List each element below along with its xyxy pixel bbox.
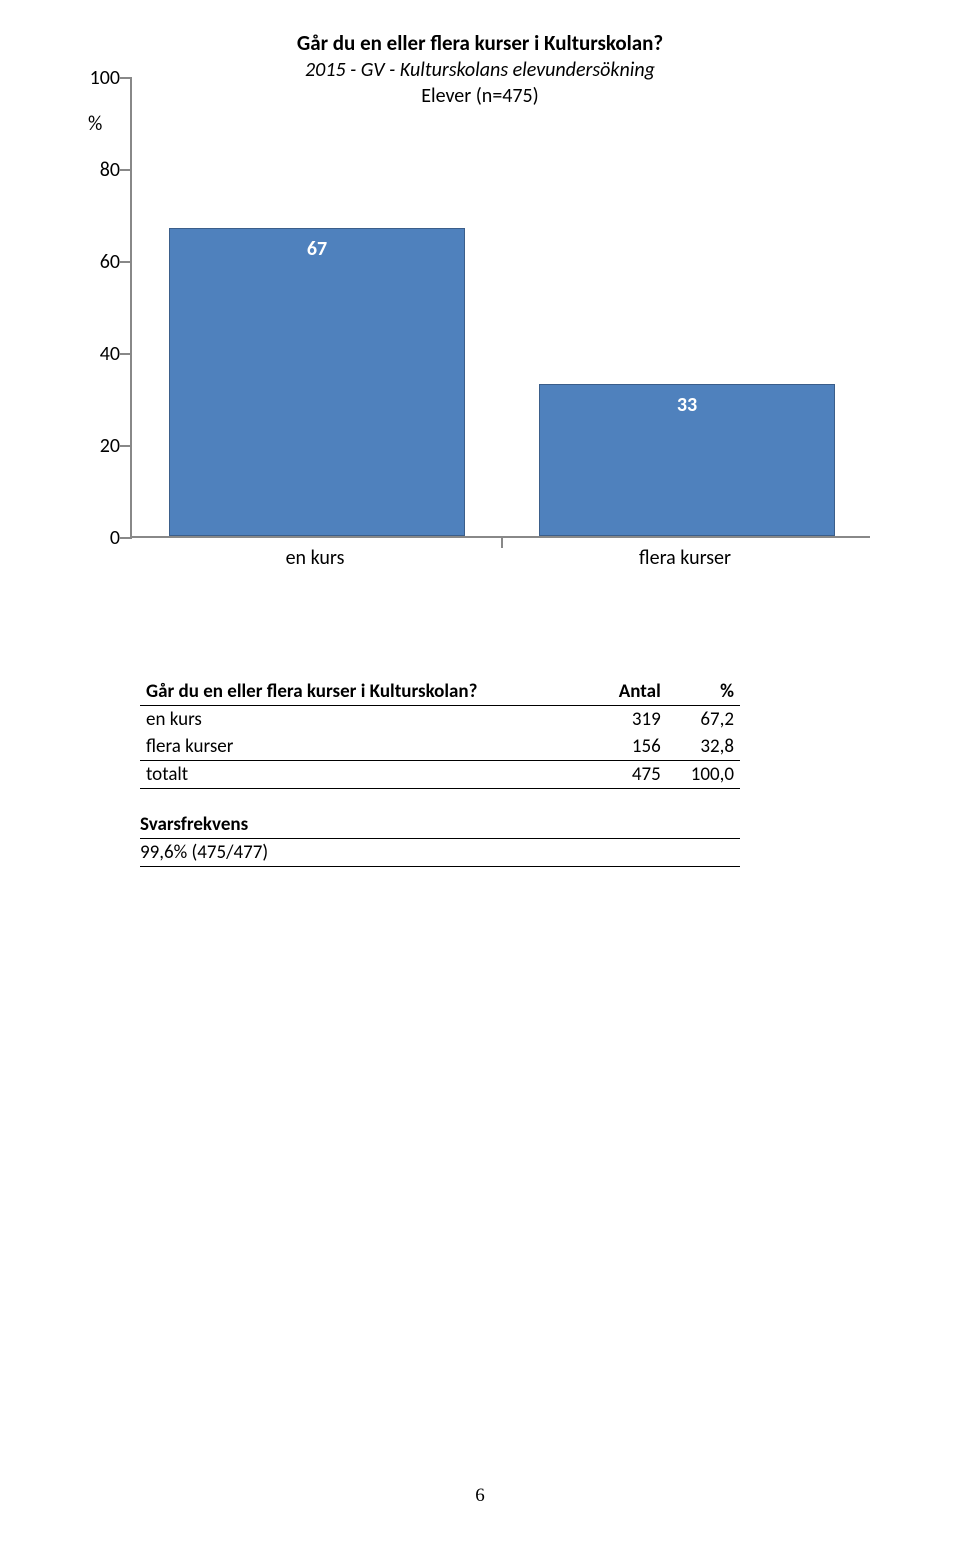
data-table-section: Går du en eller flera kurser i Kultursko…	[140, 678, 740, 867]
chart-container: % 6733 020406080100 en kursflera kurser	[80, 78, 880, 538]
y-tick	[120, 353, 132, 355]
total-antal: 475	[595, 761, 667, 789]
row-label: flera kurser	[140, 733, 595, 761]
bar: 33	[539, 384, 835, 536]
y-tick-label: 80	[82, 158, 120, 182]
y-tick-label: 40	[82, 342, 120, 366]
page-content: Går du en eller flera kurser i Kultursko…	[0, 0, 960, 867]
bar-value-label: 33	[540, 393, 834, 417]
plot-area: 6733 020406080100	[130, 78, 870, 538]
bar-value-label: 67	[170, 237, 464, 261]
y-tick	[120, 445, 132, 447]
data-table: Går du en eller flera kurser i Kultursko…	[140, 678, 740, 789]
row-antal: 319	[595, 706, 667, 734]
y-tick	[120, 261, 132, 263]
table-header-question: Går du en eller flera kurser i Kultursko…	[140, 678, 595, 706]
total-percent: 100,0	[667, 761, 740, 789]
response-rate-label: Svarsfrekvens	[140, 813, 740, 839]
response-rate-section: Svarsfrekvens 99,6% (475/477)	[140, 813, 740, 867]
table-body: en kurs31967,2flera kurser15632,8totalt4…	[140, 706, 740, 789]
y-tick	[120, 169, 132, 171]
x-tick	[501, 536, 503, 548]
y-tick	[120, 537, 132, 539]
x-category-label: flera kurser	[639, 546, 731, 570]
y-tick	[120, 77, 132, 79]
row-percent: 32,8	[667, 733, 740, 761]
table-row: en kurs31967,2	[140, 706, 740, 734]
response-rate-value: 99,6% (475/477)	[140, 839, 740, 867]
table-row: flera kurser15632,8	[140, 733, 740, 761]
bar: 67	[169, 228, 465, 536]
y-tick-label: 20	[82, 434, 120, 458]
total-label: totalt	[140, 761, 595, 789]
page-number: 6	[0, 1485, 960, 1507]
bars-layer: 67 33	[132, 78, 870, 536]
y-axis-unit: %	[88, 112, 102, 136]
table-header-percent: %	[667, 678, 740, 706]
table-total-row: totalt475100,0	[140, 761, 740, 789]
y-tick-label: 100	[82, 66, 120, 90]
row-label: en kurs	[140, 706, 595, 734]
row-percent: 67,2	[667, 706, 740, 734]
y-tick-label: 0	[82, 526, 120, 550]
table-header-antal: Antal	[595, 678, 667, 706]
chart-title: Går du en eller flera kurser i Kultursko…	[80, 30, 880, 56]
x-category-label: en kurs	[286, 546, 345, 570]
y-tick-label: 60	[82, 250, 120, 274]
row-antal: 156	[595, 733, 667, 761]
